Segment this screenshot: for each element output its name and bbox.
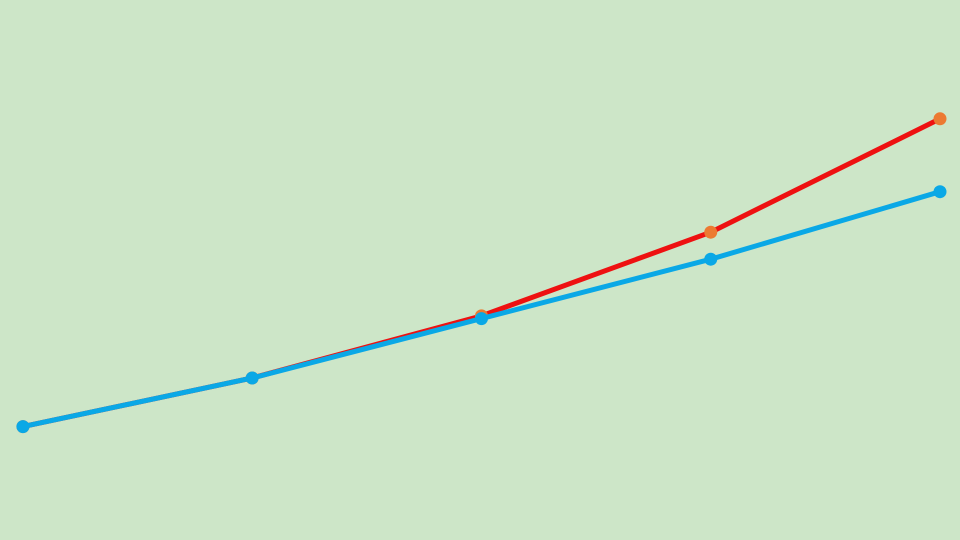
- series-1-point-4: [704, 225, 718, 239]
- series-2-point-3: [474, 312, 488, 326]
- series-2-point-1: [16, 420, 30, 434]
- series-2: [16, 185, 947, 434]
- series-2-point-2: [245, 371, 259, 385]
- series-2-point-4: [704, 252, 718, 266]
- series-layer: [16, 112, 947, 434]
- series-2-point-5: [933, 185, 947, 199]
- series-1-point-5: [933, 112, 947, 126]
